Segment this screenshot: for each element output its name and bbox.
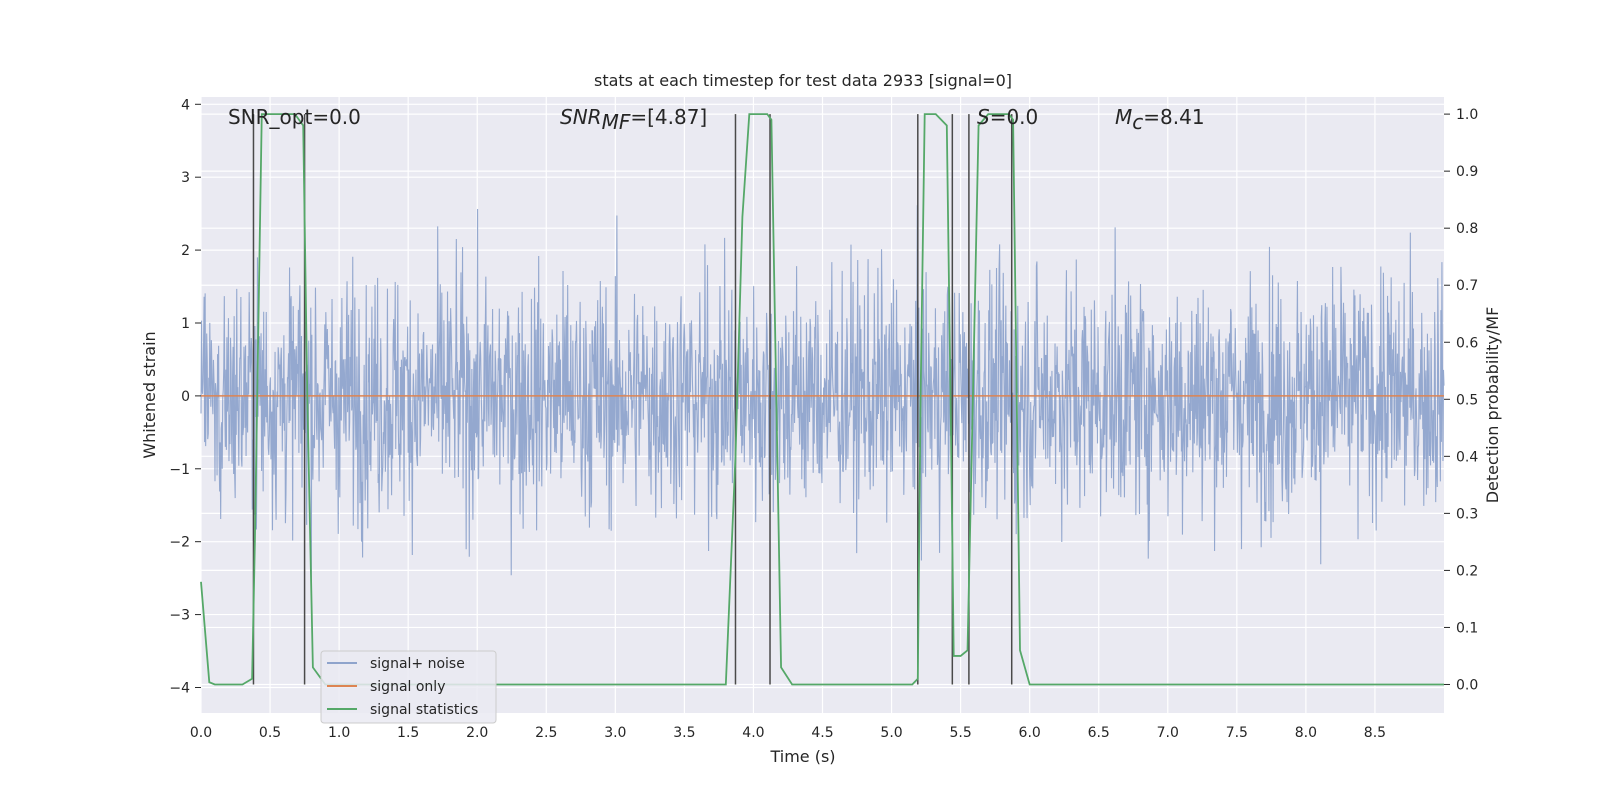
y-left-tick-label-7: −3: [169, 608, 190, 624]
y-left-tick-label-6: −2: [169, 535, 190, 551]
series-signal-noise: [200, 205, 1445, 584]
y-left-tick-label-2: 2: [181, 243, 190, 259]
x-axis-label: Time (s): [769, 747, 835, 766]
y-left-tick-label-3: 1: [181, 316, 190, 332]
y-left-tick-label-8: −4: [169, 680, 190, 696]
annotation-snr-mf-value: =[4.87]: [630, 105, 707, 129]
y-right-tick-label-3: 0.7: [1456, 278, 1478, 294]
x-tick-label-14: 7.0: [1157, 725, 1179, 741]
annotation-mc-sub: c: [1132, 110, 1143, 134]
x-tick-label-3: 1.5: [397, 725, 419, 741]
y-right-tick-label-8: 0.2: [1456, 563, 1478, 579]
x-tick-label-5: 2.5: [535, 725, 557, 741]
annotation-snr-mf-main: SNR: [560, 105, 602, 129]
chart-title: stats at each timestep for test data 293…: [594, 71, 1012, 90]
x-tick-label-4: 2.0: [466, 725, 488, 741]
annotation-mc: Mc=8.41: [1115, 105, 1205, 134]
x-tick-label-17: 8.5: [1364, 725, 1386, 741]
x-tick-label-13: 6.5: [1088, 725, 1110, 741]
x-tick-label-9: 4.5: [811, 725, 833, 741]
x-tick-label-7: 3.5: [673, 725, 695, 741]
x-tick-label-12: 6.0: [1019, 725, 1041, 741]
y-right-tick-label-9: 0.1: [1456, 620, 1478, 636]
legend-label-noise: signal+ noise: [370, 656, 465, 672]
statistics-line: [200, 113, 1444, 686]
y-right-tick-label-4: 0.6: [1456, 335, 1478, 351]
y-left-tick-label-0: 4: [181, 97, 190, 113]
x-tick-label-0: 0.0: [190, 725, 212, 741]
legend-label-statistics: signal statistics: [370, 702, 478, 718]
y-axis-left-ticks: 4 3 2 1 0 −1 −2 −3 −4: [169, 97, 201, 696]
y-right-tick-label-2: 0.8: [1456, 221, 1478, 237]
y-left-tick-label-5: −1: [169, 462, 190, 478]
legend-box: [320, 650, 497, 724]
x-tick-label-6: 3.0: [604, 725, 626, 741]
annotation-s: S=0.0: [977, 105, 1038, 129]
y-left-tick-label-1: 3: [181, 170, 190, 186]
x-axis-ticks: 0.0 0.5 1.0 1.5 2.0 2.5 3.0 3.5 4.0 4.5 5.0 5.5 6.0 6…: [190, 725, 1386, 741]
y-right-tick-label-1: 0.9: [1456, 164, 1478, 180]
x-tick-label-2: 1.0: [328, 725, 350, 741]
x-tick-label-1: 0.5: [259, 725, 281, 741]
annotation-mc-value: =8.41: [1143, 105, 1204, 129]
y-right-tick-label-10: 0.0: [1456, 677, 1478, 693]
y-axis-left-label: Whitened strain: [140, 331, 159, 458]
series-signal-statistics: [200, 113, 1444, 686]
y-right-tick-label-0: 1.0: [1456, 107, 1478, 123]
y-right-tick-label-7: 0.3: [1456, 506, 1478, 522]
y-right-tick-label-5: 0.5: [1456, 392, 1478, 408]
legend: signal+ noise signal only signal statist…: [320, 650, 497, 724]
annotation-mc-main: M: [1115, 105, 1132, 129]
x-tick-label-10: 5.0: [880, 725, 902, 741]
y-axis-right-label: Detection probability/MF: [1483, 307, 1502, 504]
noise-line: [200, 205, 1445, 584]
x-tick-label-15: 7.5: [1226, 725, 1248, 741]
annotation-snr-opt: SNR_opt=0.0: [228, 105, 361, 129]
x-tick-label-11: 5.5: [949, 725, 971, 741]
y-left-tick-label-4: 0: [181, 389, 190, 405]
x-tick-label-16: 8.0: [1295, 725, 1317, 741]
annotation-snr-mf: SNRMF=[4.87]: [560, 105, 707, 134]
y-right-tick-label-6: 0.4: [1456, 449, 1478, 465]
annotation-s-value: =0.0: [990, 105, 1039, 129]
y-axis-right-ticks: 1.0 0.9 0.8 0.7 0.6 0.5 0.4 0.3 0.2 0.1 0.0: [1444, 107, 1478, 693]
x-tick-label-8: 4.0: [742, 725, 764, 741]
legend-label-signal-only: signal only: [370, 679, 445, 695]
annotation-snr-mf-sub: MF: [602, 110, 631, 134]
detection-vlines: [252, 114, 1013, 685]
annotation-s-main: S: [977, 105, 990, 129]
